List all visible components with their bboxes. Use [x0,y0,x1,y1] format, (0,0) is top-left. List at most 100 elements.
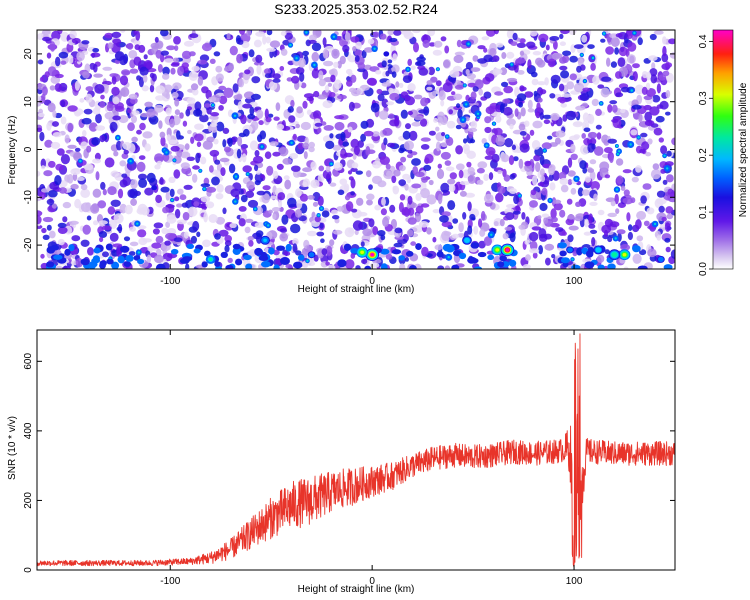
heatmap-cell [160,186,170,193]
heatmap-cell [295,123,301,129]
heatmap-cell [296,199,303,210]
heatmap-cell [370,102,380,113]
heatmap-cell [214,159,221,165]
heatmap-cell [264,151,272,159]
heatmap-cell [501,81,509,87]
heatmap-cell [177,188,184,195]
heatmap-cell [399,263,406,269]
heatmap-cell [318,70,324,81]
heatmap-cell [562,55,570,63]
heatmap-cell [372,160,382,169]
heatmap-cell [309,34,317,42]
heatmap-cell [203,212,208,223]
heatmap-y-tick-label: 20 [23,48,34,60]
heatmap-band-cell [467,256,477,264]
heatmap-cell [538,228,547,239]
heatmap-cell [380,208,387,216]
heatmap-cell [219,157,230,163]
colorbar-tick-label: 0.3 [698,91,709,105]
heatmap-cell [43,170,53,177]
heatmap-cell [254,180,261,186]
heatmap-cell [604,174,611,179]
heatmap-band-cell [576,247,583,256]
heatmap-cell [539,112,544,120]
heatmap-cell [447,200,456,211]
heatmap-cell [49,85,56,91]
heatmap-cell [535,57,543,66]
heatmap-cell [278,199,283,209]
heatmap-cell [395,81,400,88]
heatmap-cell [190,235,197,244]
heatmap-cell [355,170,363,175]
heatmap-cell [539,89,547,95]
heatmap-cell [169,118,176,128]
heatmap-cell [551,216,558,223]
heatmap-cell [279,66,285,71]
heatmap-hotspot [659,257,663,262]
heatmap-cell [596,132,602,140]
heatmap-cell [516,93,527,102]
heatmap-cell [215,121,225,132]
heatmap-cell [529,240,538,251]
heatmap-cell [593,193,598,202]
heatmap-cell [553,202,563,211]
heatmap-cell [411,158,421,166]
heatmap-cell [179,194,187,201]
heatmap-cell [521,212,526,220]
heatmap-cell [626,212,631,222]
heatmap-cell [426,80,433,86]
heatmap-cell [317,195,324,207]
heatmap-cell [114,51,125,61]
heatmap-cell [666,213,674,220]
heatmap-cell [525,254,531,261]
heatmap-cell [607,138,617,144]
heatmap-cell [41,188,49,193]
snr-x-label: Height of straight line (km) [298,584,415,595]
heatmap-cell [622,197,633,205]
heatmap-cell [544,243,555,251]
heatmap-cell [543,217,549,224]
heatmap-blob-core [330,162,333,166]
heatmap-cell [568,225,579,231]
heatmap-cell [193,201,200,207]
heatmap-cell [67,144,77,149]
heatmap-blob-core [602,32,606,35]
heatmap-cell [658,137,664,143]
heatmap-cell [39,131,45,142]
heatmap-cell [155,194,163,204]
heatmap-hotspot [568,248,572,252]
heatmap-cell [559,33,564,40]
heatmap-cell [74,147,81,152]
chart-title: S233.2025.353.02.52.R24 [274,1,438,17]
heatmap-cell [424,153,434,164]
heatmap-cell [107,206,116,215]
heatmap-cell [477,58,488,64]
heatmap-cell [484,116,492,124]
heatmap-cell [559,41,567,46]
heatmap-cell [668,38,675,45]
heatmap-cell [357,67,366,73]
heatmap-cell [329,239,335,247]
heatmap-cell [209,165,214,173]
heatmap-band-cell [133,255,141,261]
heatmap-cell [272,170,279,179]
heatmap-cell [503,85,514,94]
heatmap-cell [437,111,445,122]
heatmap-cell [420,203,430,208]
heatmap-cell [492,55,500,62]
heatmap-cell [449,172,457,180]
heatmap-cell [510,41,518,46]
heatmap-cell [81,117,92,125]
heatmap-cell [435,141,441,152]
heatmap-cell [203,177,210,186]
heatmap-cell [385,70,390,77]
heatmap-band-cell [571,264,581,269]
heatmap-cell [155,49,163,59]
heatmap-cell [573,134,581,139]
heatmap-cell [166,134,171,142]
heatmap-cell [256,109,264,119]
heatmap-band-cell [497,261,505,268]
heatmap-cell [129,226,136,232]
heatmap-cell [467,201,472,212]
heatmap-cell [407,149,413,154]
